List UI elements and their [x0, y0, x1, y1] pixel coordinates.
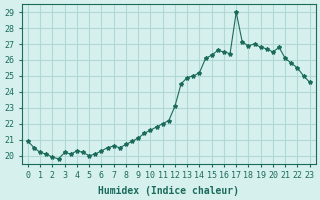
X-axis label: Humidex (Indice chaleur): Humidex (Indice chaleur): [98, 186, 239, 196]
